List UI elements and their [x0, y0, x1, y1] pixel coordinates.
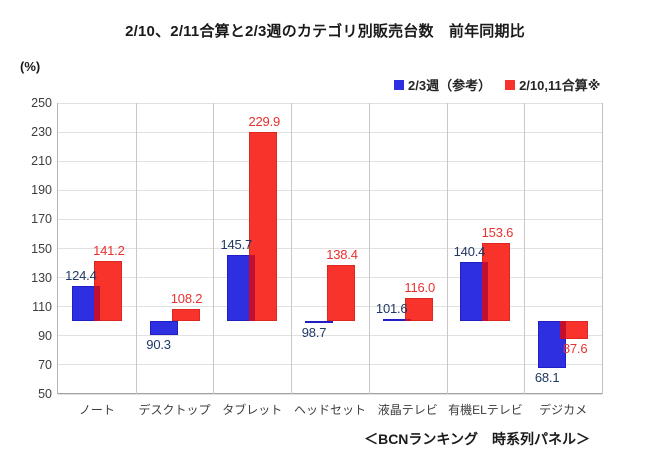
y-axis-unit-label: (%) [20, 59, 41, 74]
value-label-red-2: 229.9 [248, 114, 281, 130]
bar-blue-1 [149, 321, 178, 336]
value-label-blue-2: 145.7 [220, 236, 253, 252]
gridline-h-90 [58, 335, 602, 337]
y-tick-label-210: 210 [31, 154, 52, 169]
y-tick-label-230: 230 [31, 125, 52, 140]
value-label-red-1: 108.2 [170, 291, 203, 307]
x-category-label-5: 有機ELテレビ [448, 403, 523, 417]
gridline-v-5 [446, 103, 448, 394]
value-label-red-6: 87.6 [562, 341, 588, 357]
value-label-red-4: 116.0 [404, 279, 435, 295]
gridline-h-70 [58, 364, 602, 366]
gridline-h-250 [58, 102, 602, 104]
x-category-label-6: デジカメ [539, 403, 588, 417]
source-note: ＜BCNランキング 時系列パネル＞ [364, 431, 590, 447]
gridline-v-2 [212, 103, 214, 394]
legend-item-combined: 2/10,11合算※ [505, 75, 600, 94]
value-label-red-0: 141.2 [93, 243, 125, 259]
legend-label-week: 2/3週（参考） [408, 78, 492, 93]
value-label-blue-6: 68.1 [534, 369, 560, 385]
legend: 2/3週（参考） 2/10,11合算※ [394, 75, 600, 94]
gridline-h-170 [58, 218, 602, 220]
gridline-h-50 [58, 393, 602, 395]
y-tick-label-130: 130 [31, 270, 52, 285]
bar-blue-3 [305, 321, 333, 324]
value-label-red-3: 138.4 [326, 247, 358, 263]
y-tick-label-190: 190 [31, 183, 52, 198]
y-tick-label-70: 70 [38, 357, 52, 372]
value-label-blue-1: 90.3 [146, 337, 171, 353]
gridline-v-1 [135, 103, 137, 394]
y-tick-label-50: 50 [38, 387, 52, 401]
gridline-h-190 [58, 189, 602, 191]
x-category-label-0: ノート [78, 403, 115, 417]
bar-red-1 [171, 309, 200, 322]
value-label-red-5: 153.6 [481, 225, 514, 241]
gridline-v-4 [368, 103, 370, 394]
legend-swatch-blue-icon [394, 79, 404, 90]
y-tick-label-150: 150 [31, 241, 52, 256]
y-tick-label-110: 110 [32, 299, 52, 314]
bar-overlap-6 [560, 321, 567, 340]
gridline-v-3 [290, 103, 292, 394]
bar-red-3 [327, 265, 355, 322]
value-label-blue-0: 124.4 [65, 267, 97, 283]
value-label-blue-4: 101.6 [375, 300, 408, 316]
chart-title: 2/10、2/11合算と2/3週のカテゴリ別販売台数 前年同期比 [125, 23, 525, 40]
gridline-h-210 [58, 160, 602, 162]
y-tick-label-90: 90 [38, 328, 52, 343]
value-label-blue-5: 140.4 [453, 244, 486, 260]
value-label-blue-3: 98.7 [301, 325, 327, 341]
bar-overlap-0 [93, 285, 100, 322]
y-tick-label-250: 250 [31, 96, 52, 110]
bar-red-4 [404, 297, 433, 322]
x-axis-line [58, 393, 602, 394]
legend-swatch-red-icon [505, 79, 516, 90]
y-tick-label-170: 170 [31, 212, 52, 227]
x-category-label-3: ヘッドセット [293, 403, 366, 417]
legend-label-combined: 2/10,11合算※ [519, 78, 601, 93]
bar-overlap-4 [404, 318, 411, 322]
gridline-v-6 [523, 103, 525, 394]
legend-item-week: 2/3週（参考） [394, 75, 491, 94]
bar-overlap-2 [249, 254, 256, 322]
bar-overlap-5 [482, 262, 489, 322]
x-category-label-2: タブレット [222, 403, 283, 417]
gridline-h-230 [58, 131, 602, 133]
x-category-label-4: 液晶テレビ [377, 403, 438, 417]
gridline-h-150 [58, 248, 602, 249]
x-category-label-1: デスクトップ [138, 403, 211, 417]
plot-area: 250 230 210 190 170 150 130 110 90 70 50 124.4 141.2… [31, 96, 603, 417]
